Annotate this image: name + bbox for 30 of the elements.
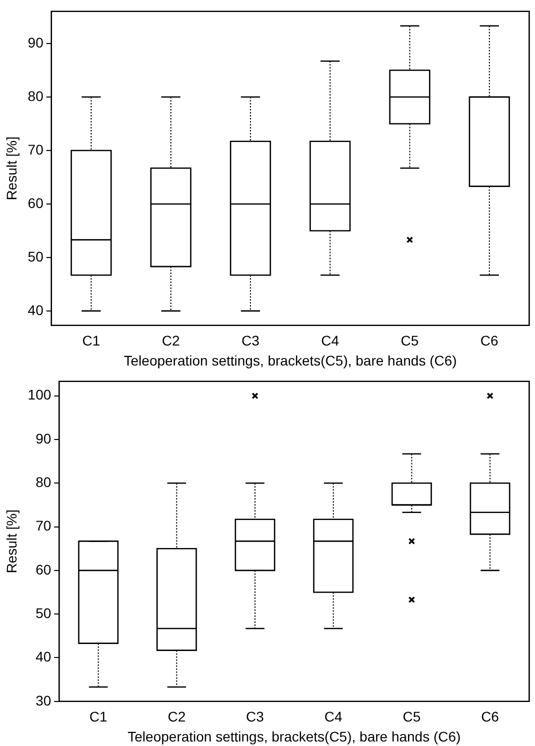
x-tick-label: C4 bbox=[321, 332, 340, 349]
x-tick-label: C6 bbox=[481, 708, 500, 725]
y-tick-label: 60 bbox=[36, 561, 52, 578]
y-axis-title: Result [%] bbox=[3, 136, 20, 200]
y-axis-title: Result [%] bbox=[3, 509, 20, 574]
y-tick-label: 70 bbox=[28, 141, 44, 158]
x-tick-label: C1 bbox=[82, 332, 100, 349]
y-tick-label: 40 bbox=[28, 302, 44, 318]
x-tick-label: C5 bbox=[402, 708, 421, 725]
x-tick-label: C3 bbox=[246, 708, 264, 725]
x-tick-label: C4 bbox=[324, 708, 343, 725]
x-tick-label: C6 bbox=[480, 332, 499, 349]
y-tick-label: 30 bbox=[36, 692, 52, 708]
y-tick-label: 50 bbox=[36, 604, 52, 621]
x-tick-label: C5 bbox=[400, 332, 419, 349]
y-tick-label: 90 bbox=[28, 34, 44, 50]
x-axis-title: Teleoperation settings, brackets(C5), bare hands (C6) bbox=[128, 728, 461, 744]
x-tick-label: C1 bbox=[89, 708, 108, 725]
x-axis-title: Teleoperation settings, brackets(C5), bare hands (C6) bbox=[124, 352, 457, 368]
y-tick-label: 70 bbox=[36, 518, 52, 534]
y-tick-label: 40 bbox=[36, 648, 52, 665]
y-tick-label: 80 bbox=[28, 88, 44, 104]
x-tick-label: C2 bbox=[168, 708, 186, 725]
x-tick-label: C3 bbox=[242, 332, 260, 349]
y-tick-label: 90 bbox=[36, 430, 52, 446]
y-tick-label: 60 bbox=[28, 194, 44, 211]
y-tick-label: 100 bbox=[28, 386, 52, 403]
x-tick-label: C2 bbox=[162, 332, 180, 349]
y-tick-label: 50 bbox=[28, 248, 44, 264]
y-tick-label: 80 bbox=[36, 474, 52, 490]
